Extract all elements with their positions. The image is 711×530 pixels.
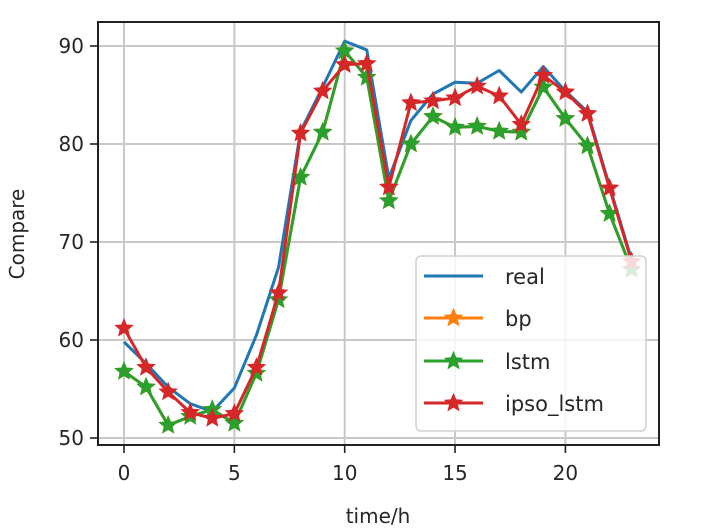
legend-label: ipso_lstm <box>505 392 604 417</box>
star-marker <box>533 65 554 84</box>
star-marker <box>356 53 377 72</box>
legend-star-icon <box>443 307 464 327</box>
legend-item-real: real <box>424 265 545 289</box>
star-marker <box>114 361 134 380</box>
x-axis-title: time/h <box>346 504 411 528</box>
star-marker <box>489 85 509 105</box>
legend-label: lstm <box>505 350 550 374</box>
star-marker <box>401 92 421 112</box>
star-marker <box>467 75 487 95</box>
legend-item-bp: bp <box>424 307 532 331</box>
star-marker <box>114 317 134 337</box>
y-tick-label: 80 <box>59 132 84 156</box>
legend-label: real <box>505 265 545 289</box>
star-marker <box>423 90 443 110</box>
star-marker <box>290 122 311 142</box>
star-marker <box>202 408 223 427</box>
star-marker <box>511 114 532 133</box>
star-marker <box>555 108 576 127</box>
x-tick-label: 0 <box>118 461 131 485</box>
star-marker <box>423 106 443 125</box>
y-axis-title: Compare <box>5 189 29 280</box>
star-marker <box>599 177 620 197</box>
star-marker <box>379 190 399 210</box>
star-marker <box>312 80 333 100</box>
star-marker <box>511 121 532 141</box>
star-marker <box>224 412 245 432</box>
legend-box <box>415 255 647 432</box>
star-marker <box>533 76 554 96</box>
legend-star-icon <box>443 392 464 412</box>
legend-item-ipso-lstm: ipso_lstm <box>424 392 604 417</box>
star-marker <box>158 414 178 434</box>
plot-frame <box>97 21 660 446</box>
legend: real bp lstm ipso_lstm <box>415 255 647 432</box>
star-marker <box>136 357 156 376</box>
star-marker <box>445 87 465 107</box>
star-marker <box>312 121 333 141</box>
star-marker <box>268 282 289 302</box>
star-marker <box>158 381 178 401</box>
star-marker <box>224 403 245 422</box>
star-marker <box>577 135 598 155</box>
star-marker <box>379 176 399 196</box>
x-tick-label: 10 <box>332 461 357 485</box>
data-series <box>114 39 642 434</box>
x-tick-label: 15 <box>442 461 467 485</box>
y-tick-label: 60 <box>59 328 84 352</box>
legend-label: bp <box>505 307 532 331</box>
star-marker <box>401 133 421 153</box>
star-marker <box>246 357 267 376</box>
star-marker <box>445 117 465 136</box>
star-marker <box>467 116 487 135</box>
star-marker <box>577 103 598 122</box>
star-marker <box>136 376 156 396</box>
axis-ticks: 0 5 10 15 20 50 60 70 80 90 <box>59 34 579 485</box>
star-marker <box>180 402 201 421</box>
legend-star-icon <box>443 350 464 370</box>
star-marker <box>334 54 355 73</box>
star-marker <box>489 120 509 140</box>
star-marker <box>555 81 576 101</box>
legend-item-lstm: lstm <box>424 350 550 374</box>
series-ipso-lstm <box>114 53 642 427</box>
x-tick-label: 5 <box>228 461 241 485</box>
y-tick-label: 90 <box>59 34 84 58</box>
y-tick-label: 70 <box>59 230 84 254</box>
y-tick-label: 50 <box>59 426 84 450</box>
x-tick-label: 20 <box>553 461 578 485</box>
